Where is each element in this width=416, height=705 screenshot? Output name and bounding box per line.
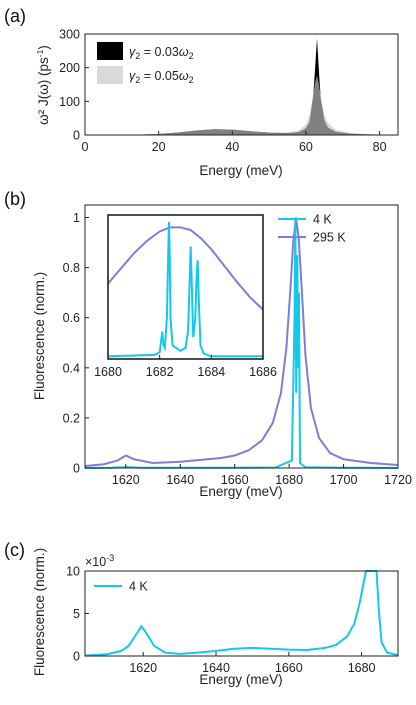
panel-c-ylabel: Fluorescence (norm.) [32, 548, 47, 676]
panel-a-xtick-label: 40 [225, 140, 239, 154]
legend-a-swatch-1 [97, 42, 123, 60]
panel-b-xtick-label: 1700 [330, 473, 358, 487]
inset-marks [107, 221, 264, 358]
panel-c-frame [84, 570, 399, 657]
panel-b-xtick-label: 1720 [384, 473, 412, 487]
panel-label-c: (c) [4, 540, 25, 560]
panel-b-ytick-label: 0 [73, 462, 80, 476]
panel-a-frame [84, 33, 399, 136]
legend-c: 4 K [94, 580, 148, 594]
panel-b-xtick-label: 1620 [112, 473, 140, 487]
panel-c-ytick-label: 0 [73, 650, 80, 664]
legend-a-label-1: γ2 = 0.03ω2 [129, 45, 194, 61]
panel-b-ytick-label: 0.4 [63, 361, 80, 375]
line-series-295K [84, 217, 399, 467]
panel-b-xtick-label: 1680 [275, 473, 303, 487]
panel-c-scale-factor: ×10-3 [85, 553, 114, 569]
area-series-gamma-0.05 [85, 76, 398, 135]
panel-b-ytick-label: 1 [73, 211, 80, 225]
inset-xtick-label: 1686 [249, 365, 277, 379]
legend-b: 4 K 295 K [278, 213, 346, 245]
panel-c-ticks: 1620 1640 1660 1680 0 5 10 [66, 565, 375, 676]
panel-a-xlabel: Energy (meV) [199, 163, 282, 178]
panel-a-ytick-label: 300 [59, 28, 80, 42]
inset-frame [107, 214, 264, 360]
panel-b-ylabel: Fluorescence (norm.) [32, 272, 47, 400]
panel-b-ytick-label: 0.6 [63, 311, 80, 325]
panel-c-xtick-label: 1660 [275, 661, 303, 675]
inset-xtick-label: 1684 [197, 365, 225, 379]
inset-line-4K [107, 221, 263, 358]
panel-b-ytick-label: 0.8 [63, 261, 80, 275]
legend-c-label: 4 K [129, 580, 148, 594]
panel-c-ytick-label: 5 [73, 607, 80, 621]
panel-a-xtick-label: 80 [373, 140, 387, 154]
panel-a-ticks: 0 20 40 60 80 0 100 200 300 [59, 28, 386, 155]
panel-b: 1620 1640 1660 1680 1700 1720 0 0.2 0.4 0.6 0.8 1 1… [32, 204, 412, 499]
panel-b-xtick-label: 1660 [221, 473, 249, 487]
panel-b-ytick-label: 0.2 [63, 411, 80, 425]
panel-label-a: (a) [4, 6, 26, 26]
inset-xtick-label: 1680 [94, 365, 122, 379]
panel-a-ytick-label: 100 [59, 95, 80, 109]
panel-c-xtick-label: 1620 [129, 661, 157, 675]
legend-a-label-2: γ2 = 0.05ω2 [129, 69, 194, 85]
inset-background [108, 215, 263, 359]
panel-c: 1620 1640 1660 1680 0 5 10 ×10-3 4 K Energy (m… [32, 548, 399, 687]
panel-b-xtick-label: 1640 [166, 473, 194, 487]
legend-a-swatch-2 [97, 66, 123, 84]
legend-b-label: 295 K [313, 231, 346, 245]
panel-b-ticks: 1620 1640 1660 1680 1700 1720 0 0.2 0.4 0.6 0.8 1 [63, 211, 412, 487]
panel-a-xtick-label: 0 [82, 140, 89, 154]
inset-xtick-label: 1682 [146, 365, 174, 379]
panel-label-b: (b) [4, 189, 26, 209]
panel-a-ytick-label: 0 [73, 129, 80, 143]
inset-ticks: 1680 1682 1684 1686 [94, 355, 277, 379]
panel-a-marks [85, 38, 398, 135]
inset-line-295K [107, 226, 264, 311]
panel-a-ytick-label: 200 [59, 61, 80, 75]
panel-c-xlabel: Energy (meV) [199, 672, 282, 687]
area-overlap [85, 76, 398, 135]
legend-b-label: 4 K [313, 213, 332, 227]
panel-c-xtick-label: 1640 [202, 661, 230, 675]
panel-a: 0 20 40 60 80 0 100 200 300 γ2 = 0.03ω2 γ2 = 0.0… [35, 28, 399, 178]
panel-c-ytick-label: 10 [66, 565, 80, 579]
panel-b-xlabel: Energy (meV) [199, 484, 282, 499]
panel-b-frame [84, 204, 399, 469]
panel-a-xtick-label: 60 [299, 140, 313, 154]
panel-a-xtick-label: 20 [152, 140, 166, 154]
panel-a-ylabel: ω² J(ω) (ps-1) [35, 45, 51, 125]
panel-c-xtick-label: 1680 [348, 661, 376, 675]
